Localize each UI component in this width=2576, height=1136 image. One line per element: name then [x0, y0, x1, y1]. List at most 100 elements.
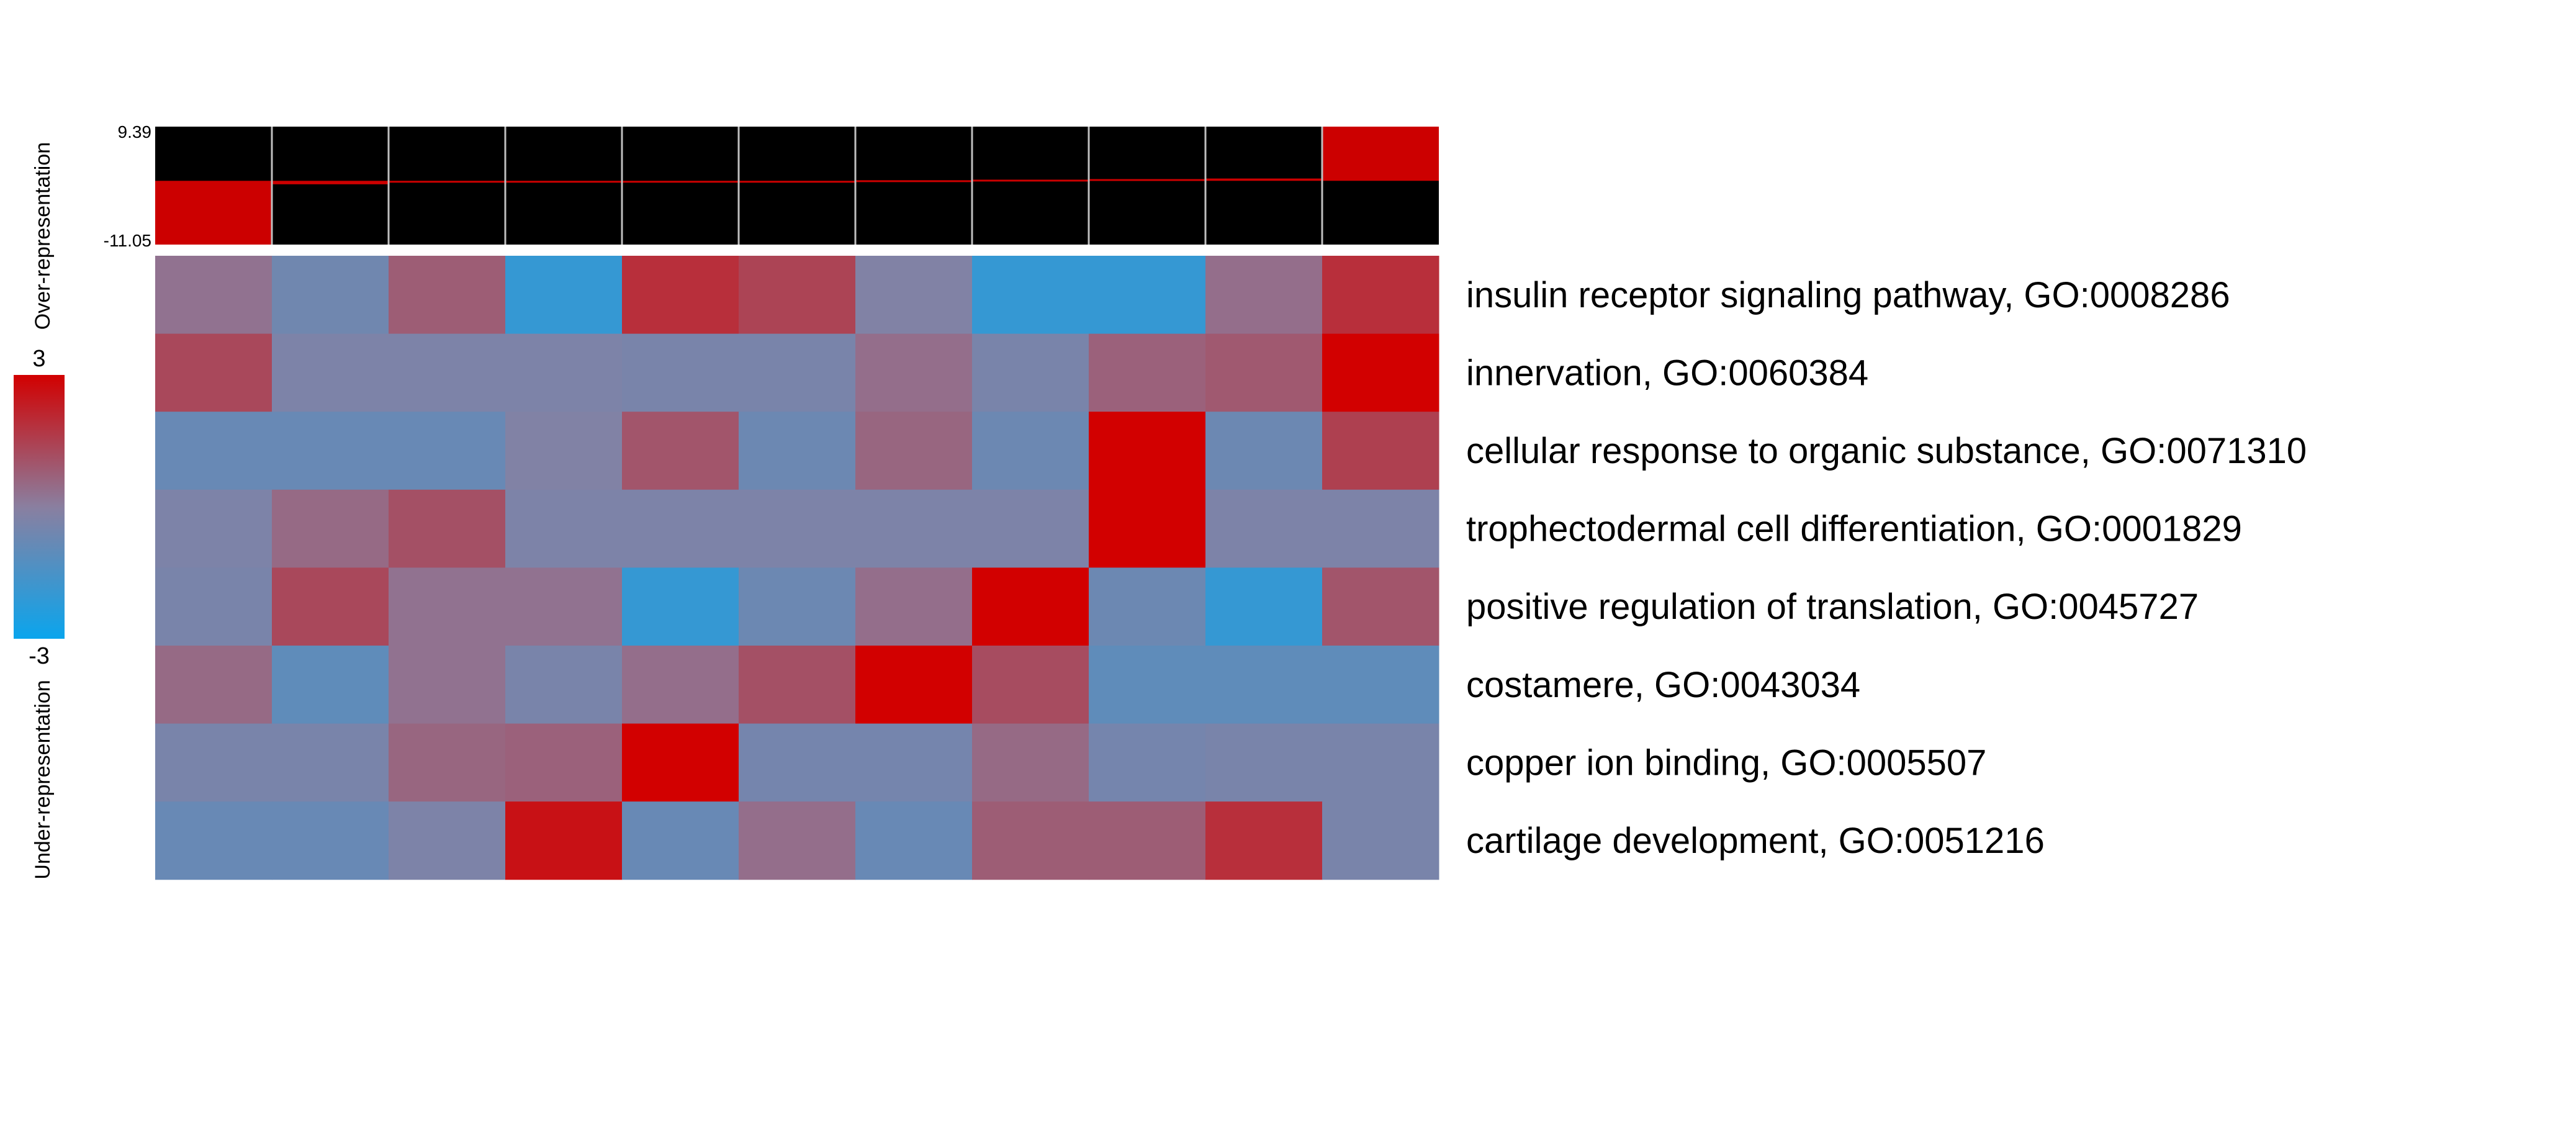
- heatmap-cell: [505, 567, 623, 646]
- heatmap-cell: [739, 256, 856, 335]
- heatmap-cell: [1205, 646, 1323, 724]
- heatmap-cell: [1322, 256, 1439, 335]
- heatmap-cell: [622, 567, 739, 646]
- heatmap-cell: [155, 256, 272, 335]
- heatmap-cell: [739, 489, 856, 568]
- bar-panel-cell: [1205, 127, 1322, 245]
- heatmap-cell: [855, 333, 973, 412]
- heatmap-cell: [739, 333, 856, 412]
- bar-panel-bar: [855, 180, 972, 183]
- heatmap-cell: [1089, 489, 1206, 568]
- heatmap-cell: [1322, 567, 1439, 646]
- heatmap-cell: [622, 801, 739, 880]
- bar-panel-bar: [739, 181, 855, 183]
- heatmap-cell: [505, 256, 623, 335]
- heatmap-cell: [1089, 412, 1206, 490]
- heatmap-cell: [1205, 412, 1323, 490]
- heatmap-cell: [1089, 723, 1206, 802]
- bar-panel-max-label: 9.39: [118, 122, 152, 142]
- bar-panel-min-label: -11.05: [104, 231, 151, 250]
- heatmap-cell: [1322, 801, 1439, 880]
- bar-panel-bar: [505, 181, 622, 183]
- heatmap-cell: [972, 801, 1089, 880]
- heatmap-cell: [389, 646, 506, 724]
- heatmap-cell: [739, 412, 856, 490]
- heatmap-cell: [1205, 567, 1323, 646]
- color-scale-min-label: -3: [29, 643, 50, 669]
- heatmap-cell: [1205, 489, 1323, 568]
- heatmap-cell: [389, 489, 506, 568]
- heatmap-cell: [155, 567, 272, 646]
- heatmap-cell: [155, 489, 272, 568]
- bar-panel-bar: [972, 179, 1089, 182]
- heatmap-cell: [972, 256, 1089, 335]
- heatmap-cell: [1089, 567, 1206, 646]
- heatmap-cell: [272, 412, 389, 490]
- bar-panel-cell: [272, 127, 389, 245]
- bar-panel-bar: [622, 181, 739, 183]
- bar-panel-bar: [155, 181, 272, 245]
- row-label: positive regulation of translation, GO:0…: [1466, 587, 2199, 627]
- bar-panel-bar: [389, 181, 505, 183]
- heatmap-cell: [855, 646, 973, 724]
- heatmap-cell: [389, 256, 506, 335]
- heatmap-cell: [505, 801, 623, 880]
- heatmap-cell: [855, 489, 973, 568]
- heatmap-cell: [1322, 489, 1439, 568]
- bar-panel-cell: [1089, 127, 1205, 245]
- heatmap-cell: [972, 412, 1089, 490]
- heatmap-cell: [389, 801, 506, 880]
- bar-panel-cell: [972, 127, 1089, 245]
- heatmap-cell: [855, 801, 973, 880]
- bar-panel-bar: [272, 181, 389, 184]
- heatmap-cell: [389, 333, 506, 412]
- row-labels: insulin receptor signaling pathway, GO:0…: [1466, 275, 2307, 861]
- heatmap-cell: [622, 333, 739, 412]
- heatmap-cell: [505, 489, 623, 568]
- heatmap-cell: [155, 646, 272, 724]
- bar-panel-cell: [855, 127, 972, 245]
- heatmap-cell: [1322, 723, 1439, 802]
- heatmap-cell: [1205, 723, 1323, 802]
- heatmap-cell: [272, 567, 389, 646]
- heatmap-cell: [505, 412, 623, 490]
- heatmap-cell: [1089, 801, 1206, 880]
- over-representation-label: Over-representation: [31, 142, 55, 330]
- heatmap-cell: [1322, 412, 1439, 490]
- bar-panel-bar: [1089, 179, 1205, 181]
- heatmap-cell: [622, 646, 739, 724]
- color-scale-bar: [14, 375, 65, 639]
- color-scale-max-label: 3: [32, 346, 45, 372]
- bar-panel-cell: [389, 127, 505, 245]
- heatmap-cell: [272, 256, 389, 335]
- bar-panel-cell: [505, 127, 622, 245]
- heatmap-cell: [972, 489, 1089, 568]
- heatmap-cell: [622, 723, 739, 802]
- heatmap-cell: [389, 567, 506, 646]
- heatmap-cell: [272, 723, 389, 802]
- row-label: cartilage development, GO:0051216: [1466, 821, 2045, 861]
- heatmap-cell: [1089, 256, 1206, 335]
- row-label: trophectodermal cell differentiation, GO…: [1466, 509, 2242, 549]
- under-representation-label: Under-representation: [31, 680, 55, 879]
- heatmap-cell: [155, 723, 272, 802]
- heatmap-cell: [505, 646, 623, 724]
- heatmap-cell: [1089, 333, 1206, 412]
- heatmap-cell: [972, 333, 1089, 412]
- heatmap-cell: [272, 489, 389, 568]
- heatmap-cell: [1089, 646, 1206, 724]
- heatmap-cell: [739, 567, 856, 646]
- heatmap-cell: [1205, 333, 1323, 412]
- row-label: costamere, GO:0043034: [1466, 665, 1860, 705]
- heatmap-cell: [739, 801, 856, 880]
- heatmap-cell: [1205, 801, 1323, 880]
- heatmap-cell: [389, 723, 506, 802]
- heatmap-cell: [972, 646, 1089, 724]
- heatmap-cell: [389, 412, 506, 490]
- row-label: innervation, GO:0060384: [1466, 353, 1868, 393]
- heatmap-cell: [272, 801, 389, 880]
- bar-panel-cell: [622, 127, 739, 245]
- heatmap-cell: [739, 723, 856, 802]
